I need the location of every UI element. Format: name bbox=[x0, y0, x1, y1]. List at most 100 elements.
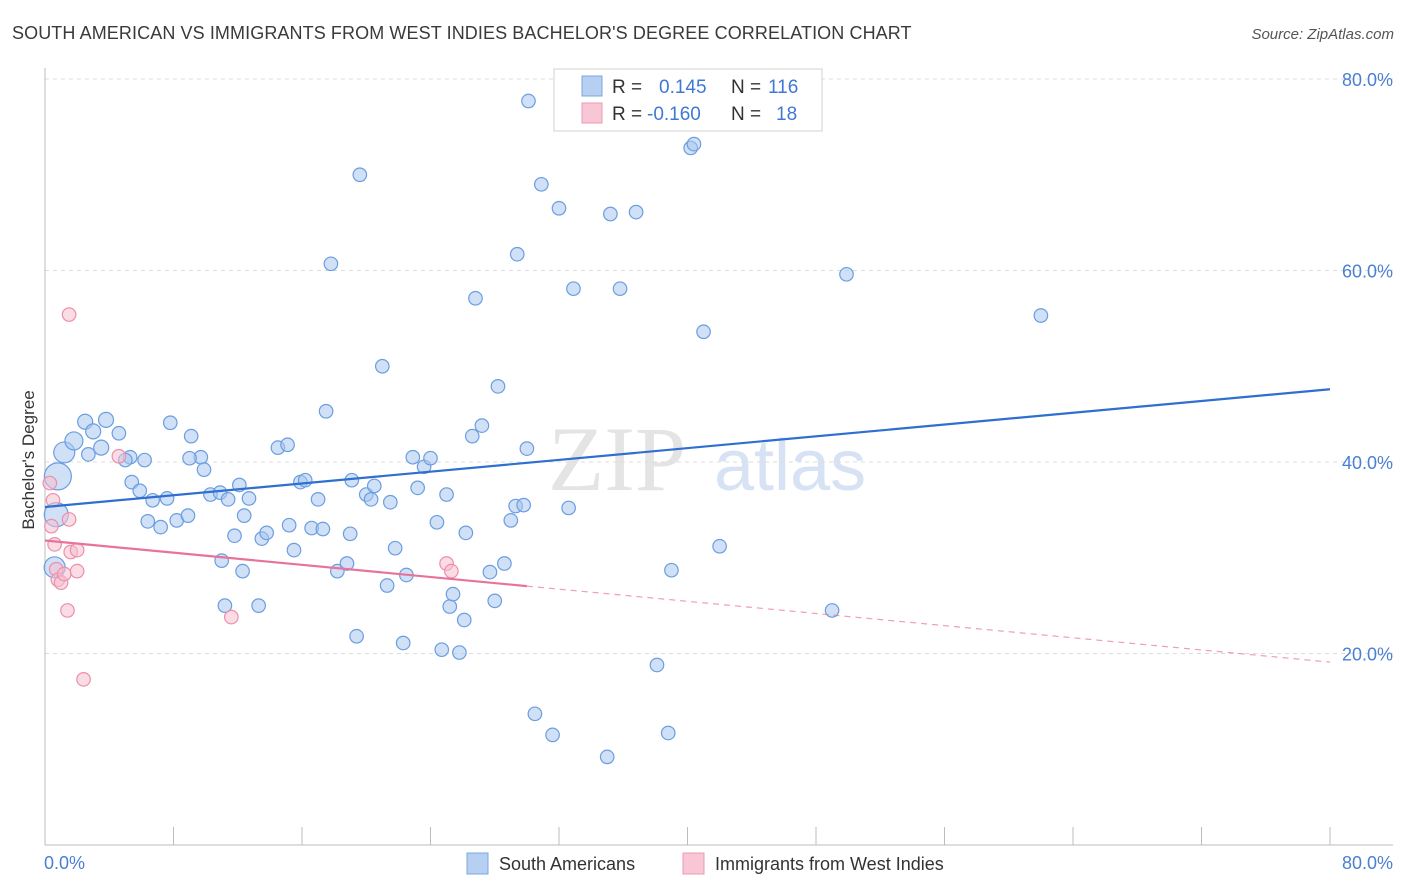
point-west-indies bbox=[223, 609, 239, 625]
point-south-american bbox=[145, 492, 160, 508]
point-south-american bbox=[533, 176, 549, 192]
y-tick-label: 20.0% bbox=[1342, 645, 1393, 665]
point-south-american bbox=[612, 281, 628, 297]
point-south-american bbox=[363, 491, 379, 507]
point-south-american bbox=[349, 628, 364, 644]
point-south-american bbox=[660, 725, 676, 741]
point-west-indies bbox=[111, 448, 127, 464]
point-south-american bbox=[81, 446, 96, 462]
point-south-american bbox=[458, 525, 474, 541]
legend-swatch-blue bbox=[581, 75, 603, 97]
legend-n-value-blue: 116 bbox=[768, 77, 798, 98]
point-south-american bbox=[712, 538, 727, 554]
point-south-american bbox=[824, 603, 840, 618]
point-south-american bbox=[280, 437, 295, 453]
point-west-indies bbox=[444, 563, 459, 579]
legend-swatch-pink bbox=[581, 102, 603, 124]
point-west-indies bbox=[61, 307, 77, 322]
y-tick-label: 60.0% bbox=[1342, 262, 1393, 282]
point-south-american bbox=[439, 487, 454, 502]
point-south-american bbox=[474, 418, 490, 433]
point-south-american bbox=[286, 542, 302, 558]
point-south-american bbox=[387, 540, 403, 556]
point-south-american bbox=[519, 441, 535, 456]
point-south-american bbox=[490, 379, 506, 394]
y-tick-label: 40.0% bbox=[1342, 453, 1393, 473]
point-south-american bbox=[527, 706, 543, 722]
point-south-american bbox=[140, 514, 156, 529]
point-south-american bbox=[323, 256, 339, 272]
point-south-american bbox=[445, 586, 461, 602]
point-south-american bbox=[339, 556, 355, 571]
point-south-american bbox=[196, 462, 212, 478]
point-south-american bbox=[97, 411, 115, 428]
point-south-american bbox=[551, 200, 567, 216]
point-south-american bbox=[395, 635, 411, 651]
legend-r-label-pink: R = bbox=[612, 104, 642, 125]
trend-lines bbox=[44, 388, 1331, 663]
point-south-american bbox=[429, 514, 445, 530]
point-south-american bbox=[545, 727, 560, 743]
point-south-american bbox=[686, 136, 702, 152]
legend-n-label-blue: N = bbox=[731, 77, 761, 98]
bottom-legend-swatch-pink bbox=[682, 852, 705, 875]
point-south-american bbox=[318, 403, 334, 419]
point-south-american bbox=[482, 564, 498, 580]
watermark: ZIP atlas bbox=[548, 408, 866, 510]
point-south-american bbox=[464, 428, 480, 444]
point-west-indies bbox=[44, 518, 59, 534]
chart-title: SOUTH AMERICAN VS IMMIGRANTS FROM WEST I… bbox=[12, 23, 912, 43]
point-south-american bbox=[468, 290, 483, 306]
bottom-legend-label-blue: South Americans bbox=[499, 854, 635, 874]
point-west-indies bbox=[76, 672, 91, 687]
point-south-american bbox=[497, 556, 512, 571]
point-south-american bbox=[297, 472, 313, 488]
axes bbox=[44, 68, 1393, 846]
bottom-legend-swatch-blue bbox=[466, 852, 489, 875]
point-south-american bbox=[235, 563, 250, 579]
point-west-indies bbox=[42, 475, 58, 491]
x-tick-label: 0.0% bbox=[44, 853, 85, 873]
point-south-american bbox=[281, 517, 297, 533]
point-south-american bbox=[153, 519, 168, 535]
point-west-indies bbox=[69, 542, 85, 558]
point-south-american bbox=[452, 645, 467, 660]
y-tick-label: 80.0% bbox=[1342, 70, 1393, 90]
stats-legend: R = 0.145 N = 116 R = -0.160 N = 18 bbox=[553, 68, 823, 132]
point-south-american bbox=[382, 494, 398, 510]
point-south-american bbox=[649, 657, 665, 673]
point-south-american bbox=[561, 500, 576, 516]
point-west-indies bbox=[56, 566, 72, 582]
legend-n-value-pink: 18 bbox=[776, 104, 797, 125]
point-south-american bbox=[516, 497, 532, 513]
legend-n-label-pink: N = bbox=[731, 104, 761, 125]
point-south-american bbox=[696, 324, 711, 340]
point-west-indies bbox=[69, 563, 85, 579]
point-south-american bbox=[374, 358, 390, 374]
point-south-american bbox=[1033, 308, 1049, 323]
point-west-indies bbox=[60, 603, 75, 618]
point-south-american bbox=[217, 598, 233, 613]
point-south-american bbox=[410, 480, 425, 496]
point-south-american bbox=[434, 642, 450, 658]
point-south-american bbox=[137, 452, 152, 468]
point-south-american bbox=[259, 525, 275, 541]
point-south-american bbox=[227, 528, 242, 544]
point-south-american bbox=[487, 593, 503, 609]
point-south-american bbox=[664, 562, 679, 578]
trend-line-west-indies bbox=[44, 539, 527, 588]
point-south-american bbox=[566, 281, 581, 297]
point-south-american bbox=[503, 513, 519, 528]
y-axis-label: Bachelor's Degree bbox=[19, 390, 38, 529]
point-west-indies bbox=[47, 536, 62, 552]
point-south-american bbox=[182, 450, 197, 466]
point-south-american bbox=[251, 598, 266, 613]
legend-r-value-blue: 0.145 bbox=[659, 77, 707, 98]
point-south-american bbox=[162, 415, 178, 431]
point-south-american bbox=[423, 450, 438, 466]
point-south-american bbox=[352, 167, 368, 183]
point-south-american bbox=[310, 491, 326, 507]
legend-r-value-pink: -0.160 bbox=[647, 104, 701, 125]
point-south-american bbox=[159, 491, 175, 506]
point-south-american bbox=[111, 425, 127, 441]
